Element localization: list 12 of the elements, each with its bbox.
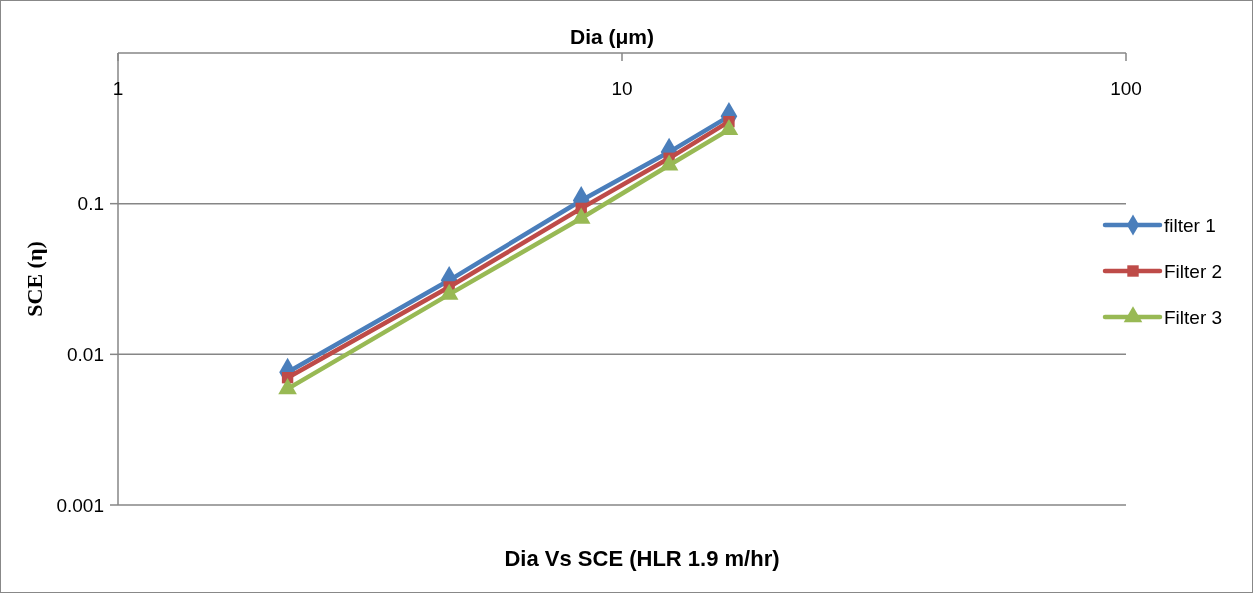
y-tick-label: 0.001 xyxy=(56,494,104,516)
legend-label: Filter 3 xyxy=(1164,306,1223,328)
x-axis-title: Dia (μm) xyxy=(569,25,655,48)
y-tick-label: 0.01 xyxy=(67,343,104,365)
x-tick-label: 10 xyxy=(611,77,633,99)
x-tick-label: 1 xyxy=(112,77,124,99)
y-axis-title: SCE (η) xyxy=(22,241,47,317)
legend-label: filter 1 xyxy=(1164,214,1216,236)
y-tick-label: 0.1 xyxy=(77,193,104,215)
x-tick-label: 100 xyxy=(1110,77,1142,99)
text: Dia Vs SCE (HLR 1.9 m/hr) xyxy=(504,546,780,571)
legend-label: Filter 2 xyxy=(1164,260,1223,282)
